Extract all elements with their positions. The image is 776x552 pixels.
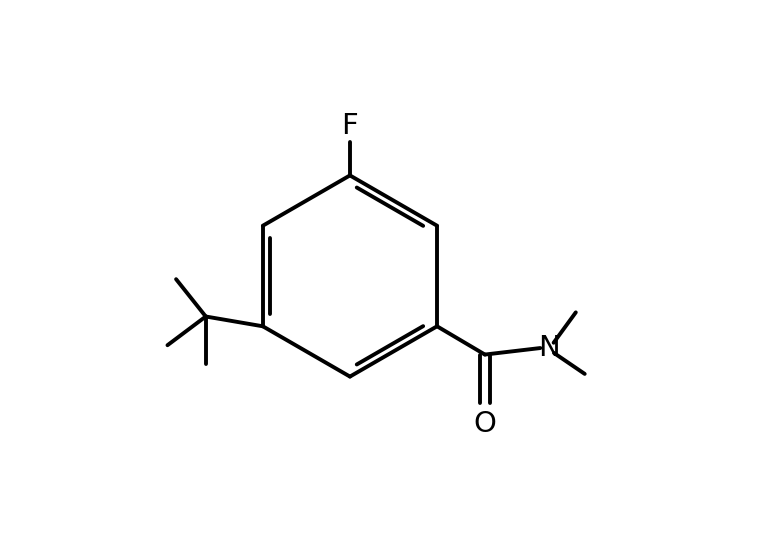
- Text: F: F: [341, 112, 359, 140]
- Text: O: O: [473, 410, 497, 438]
- Text: N: N: [539, 334, 560, 362]
